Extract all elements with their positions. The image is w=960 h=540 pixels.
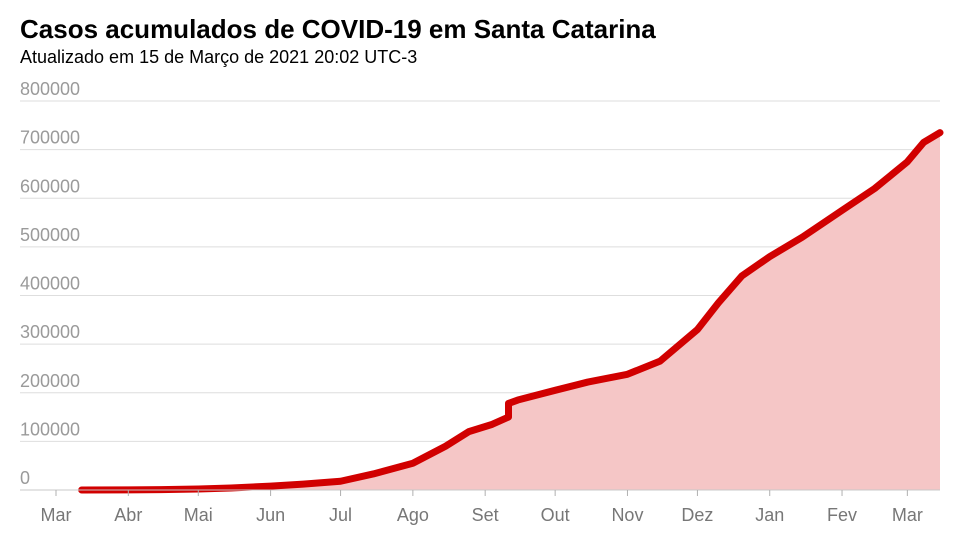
x-tick-label: Ago	[397, 505, 429, 525]
x-tick-label: Fev	[827, 505, 857, 525]
y-tick-label: 200000	[20, 371, 80, 391]
x-tick-label: Jul	[329, 505, 352, 525]
series-line	[78, 129, 944, 494]
x-tick-label: Dez	[681, 505, 713, 525]
line-layer	[78, 129, 944, 494]
x-tick-label: Set	[472, 505, 499, 525]
y-tick-label: 500000	[20, 225, 80, 245]
x-tick-label: Abr	[114, 505, 142, 525]
x-tick-label: Mar	[892, 505, 923, 525]
chart-subtitle: Atualizado em 15 de Março de 2021 20:02 …	[20, 47, 418, 67]
y-tick-label: 300000	[20, 322, 80, 342]
y-tick-label: 700000	[20, 128, 80, 148]
chart-title: Casos acumulados de COVID-19 em Santa Ca…	[20, 14, 656, 44]
x-tick-label: Mai	[184, 505, 213, 525]
x-tick-label: Jun	[256, 505, 285, 525]
axis-layer: 0 100000 200000 300000 400000 500000 600000 700…	[20, 79, 940, 525]
y-tick-label: 100000	[20, 419, 80, 439]
series-area	[81, 132, 940, 491]
y-tick-label: 0	[20, 468, 30, 488]
area-layer	[81, 132, 940, 491]
x-tick-label: Mar	[41, 505, 72, 525]
x-tick-label: Jan	[755, 505, 784, 525]
y-tick-label: 600000	[20, 176, 80, 196]
x-tick-label: Nov	[611, 505, 643, 525]
y-tick-label: 400000	[20, 274, 80, 294]
x-tick-label: Out	[541, 505, 570, 525]
y-tick-label: 800000	[20, 79, 80, 99]
